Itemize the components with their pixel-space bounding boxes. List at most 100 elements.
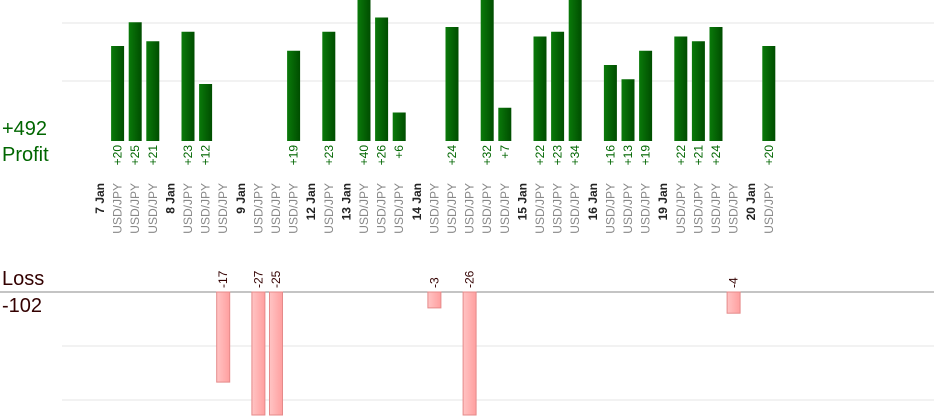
profit-value-label: +22 xyxy=(674,145,688,166)
day-label: 14 Jan xyxy=(410,183,424,220)
loss-total: -102 xyxy=(2,295,43,317)
trade-bars xyxy=(111,0,776,416)
symbol-label: USD/JPY xyxy=(533,183,547,234)
symbol-label: USD/JPY xyxy=(269,183,283,234)
profit-bar xyxy=(498,107,512,141)
symbol-label: USD/JPY xyxy=(322,183,336,234)
profit-value-label: +23 xyxy=(181,145,195,166)
symbol-label: USD/JPY xyxy=(551,183,565,234)
day-label: 16 Jan xyxy=(586,183,600,220)
loss-bar xyxy=(726,291,741,314)
profit-value-label: +20 xyxy=(762,145,776,166)
day-label: 12 Jan xyxy=(304,183,318,220)
profit-bar xyxy=(357,0,371,141)
profit-bar xyxy=(691,41,705,141)
profit-value-label: +24 xyxy=(445,145,459,166)
day-label: 13 Jan xyxy=(339,183,353,220)
profit-bar xyxy=(568,0,582,141)
symbol-label: USD/JPY xyxy=(709,183,723,234)
symbol-label: USD/JPY xyxy=(691,183,705,234)
symbol-label: USD/JPY xyxy=(181,183,195,234)
symbol-label: USD/JPY xyxy=(357,183,371,234)
symbol-label: USD/JPY xyxy=(392,183,406,234)
loss-bar xyxy=(251,291,266,416)
day-label: 7 Jan xyxy=(93,183,107,214)
symbol-label: USD/JPY xyxy=(568,183,582,234)
profit-value-label: +32 xyxy=(480,145,494,166)
symbol-label: USD/JPY xyxy=(463,183,477,234)
symbol-label: USD/JPY xyxy=(111,183,125,234)
symbol-label: USD/JPY xyxy=(762,183,776,234)
profit-bar xyxy=(199,84,213,141)
symbol-label: USD/JPY xyxy=(727,183,741,234)
profit-value-label: +25 xyxy=(128,145,142,166)
day-label: 15 Jan xyxy=(515,183,529,220)
trade-labels: 7 Jan USD/JPY +20 USD/JPY +25 USD/JPY +21 8 Jan… xyxy=(93,145,776,288)
loss-value-label: -26 xyxy=(463,270,477,288)
loss-value-label: -3 xyxy=(427,277,441,288)
profit-value-label: +7 xyxy=(498,145,512,159)
profit-value-label: +20 xyxy=(111,145,125,166)
loss-bar xyxy=(269,291,283,416)
profit-value-label: +23 xyxy=(551,145,565,166)
profit-bar xyxy=(392,112,406,141)
profit-bar xyxy=(128,22,142,141)
profit-bar xyxy=(603,65,617,141)
profit-bar xyxy=(181,31,195,141)
day-label: 19 Jan xyxy=(656,183,670,220)
profit-value-label: +19 xyxy=(287,145,301,166)
day-label: 20 Jan xyxy=(744,183,758,220)
loss-value-label: -4 xyxy=(727,277,741,288)
profit-bar xyxy=(146,41,160,141)
profit-value-label: +16 xyxy=(603,145,617,166)
loss-bar xyxy=(462,291,477,416)
profit-value-label: +21 xyxy=(146,145,160,166)
profit-bar xyxy=(445,27,459,141)
symbol-label: USD/JPY xyxy=(375,183,389,234)
profit-value-label: +19 xyxy=(639,145,653,166)
symbol-label: USD/JPY xyxy=(621,183,635,234)
profit-bar xyxy=(533,36,547,141)
symbol-label: USD/JPY xyxy=(251,183,265,234)
profit-value-label: +22 xyxy=(533,145,547,166)
symbol-label: USD/JPY xyxy=(480,183,494,234)
profit-bar xyxy=(621,79,635,141)
symbol-label: USD/JPY xyxy=(603,183,617,234)
profit-value-label: +26 xyxy=(375,145,389,166)
symbol-label: USD/JPY xyxy=(216,183,230,234)
profit-bar xyxy=(639,50,653,141)
symbol-label: USD/JPY xyxy=(427,183,441,234)
profit-value-label: +40 xyxy=(357,145,371,166)
symbol-label: USD/JPY xyxy=(128,183,142,234)
profit-bar xyxy=(480,0,494,141)
profit-bar xyxy=(322,31,336,141)
profit-bar xyxy=(111,46,125,141)
loss-value-label: -27 xyxy=(251,270,265,288)
symbol-label: USD/JPY xyxy=(639,183,653,234)
profit-total: +492 xyxy=(2,118,48,140)
loss-value-label: -17 xyxy=(216,270,230,288)
day-label: 9 Jan xyxy=(234,183,248,214)
loss-bar xyxy=(427,291,442,309)
symbol-label: USD/JPY xyxy=(146,183,160,234)
profit-value-label: +34 xyxy=(568,145,582,166)
profit-bar xyxy=(375,17,389,141)
symbol-label: USD/JPY xyxy=(498,183,512,234)
loss-value-label: -25 xyxy=(269,270,283,288)
profit-bar xyxy=(551,31,565,141)
profit-value-label: +23 xyxy=(322,145,336,166)
day-label: 8 Jan xyxy=(163,183,177,214)
profit-bar xyxy=(287,50,301,141)
loss-label: Loss xyxy=(2,268,45,290)
profit-bar xyxy=(762,46,776,141)
symbol-label: USD/JPY xyxy=(287,183,301,234)
loss-bar xyxy=(216,291,231,383)
profit-value-label: +6 xyxy=(392,145,406,159)
profit-value-label: +13 xyxy=(621,145,635,166)
symbol-label: USD/JPY xyxy=(445,183,459,234)
profit-label: Profit xyxy=(2,144,49,166)
profit-value-label: +21 xyxy=(691,145,705,166)
profit-bar xyxy=(709,27,723,141)
symbol-label: USD/JPY xyxy=(199,183,213,234)
profit-value-label: +12 xyxy=(199,145,213,166)
